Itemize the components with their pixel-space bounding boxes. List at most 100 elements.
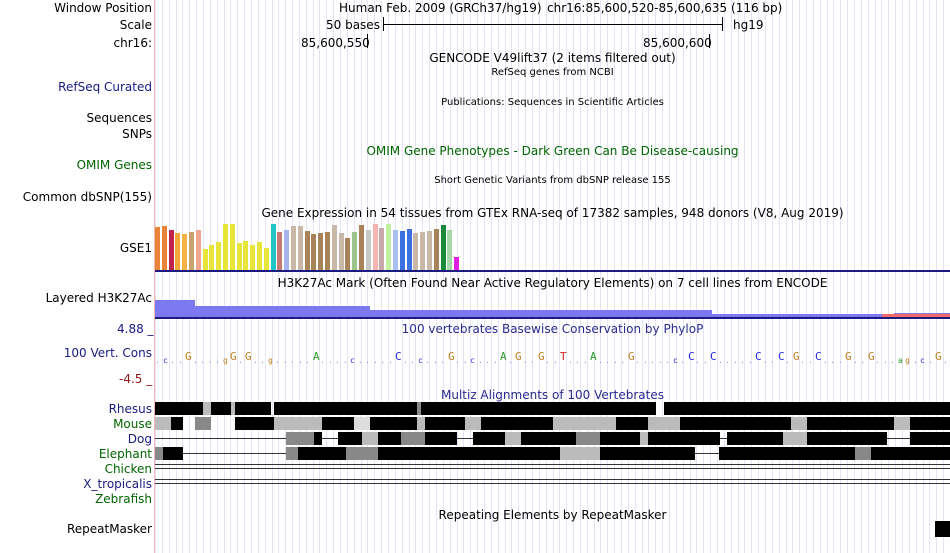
h3k27ac-track-label[interactable]: Layered H3K27Ac bbox=[45, 291, 152, 305]
gtex-tissue-bar[interactable] bbox=[434, 229, 439, 270]
species-label-chicken[interactable]: Chicken bbox=[104, 462, 152, 476]
gtex-tissue-bar[interactable] bbox=[230, 224, 235, 270]
gtex-tissue-bar[interactable] bbox=[291, 226, 296, 270]
gtex-tissue-bar[interactable] bbox=[196, 230, 201, 270]
gtex-tissue-bar[interactable] bbox=[318, 233, 323, 270]
publications-track-title[interactable]: Publications: Sequences in Scientific Ar… bbox=[441, 97, 664, 108]
grid-line bbox=[354, 0, 355, 553]
dbsnp-track-label[interactable]: Common dbSNP(155) bbox=[22, 190, 152, 204]
grid-line bbox=[559, 0, 560, 553]
gtex-tissue-bar[interactable] bbox=[257, 242, 262, 270]
cons-base: c bbox=[163, 356, 168, 365]
gtex-tissue-bar[interactable] bbox=[189, 232, 194, 270]
species-label-x-tropicalis[interactable]: X_tropicalis bbox=[83, 477, 152, 491]
gtex-tissue-bar[interactable] bbox=[447, 230, 452, 270]
grid-line bbox=[587, 0, 588, 553]
gtex-tissue-bar[interactable] bbox=[237, 243, 242, 270]
gtex-tissue-bar[interactable] bbox=[339, 233, 344, 270]
sequences-track-label[interactable]: Sequences bbox=[86, 111, 152, 125]
cons-base: a bbox=[898, 356, 903, 365]
gtex-bar-chart[interactable] bbox=[155, 222, 535, 270]
gtex-tissue-bar[interactable] bbox=[203, 249, 208, 270]
gtex-tissue-bar[interactable] bbox=[277, 232, 282, 270]
gtex-tissue-bar[interactable] bbox=[175, 233, 180, 270]
gtex-tissue-bar[interactable] bbox=[311, 234, 316, 270]
gencode-track-title[interactable]: GENCODE V49lift37 (2 items filtered out) bbox=[429, 51, 676, 65]
gtex-tissue-bar[interactable] bbox=[427, 231, 432, 270]
dbsnp-track-title[interactable]: Short Genetic Variants from dbSNP releas… bbox=[434, 175, 671, 186]
gtex-track-label[interactable]: GSE1 bbox=[119, 241, 152, 255]
repeatmasker-track-title[interactable]: Repeating Elements by RepeatMasker bbox=[438, 508, 667, 522]
gtex-tissue-bar[interactable] bbox=[407, 229, 412, 270]
omim-track-label[interactable]: OMIM Genes bbox=[76, 158, 152, 172]
gtex-tissue-bar[interactable] bbox=[413, 233, 418, 270]
h3k27ac-signal[interactable] bbox=[155, 298, 950, 318]
gtex-tissue-bar[interactable] bbox=[345, 238, 350, 270]
chrom-label: chr16: bbox=[113, 36, 152, 50]
gtex-tissue-bar[interactable] bbox=[325, 232, 330, 270]
gtex-tissue-bar[interactable] bbox=[182, 234, 187, 270]
omim-track-title[interactable]: OMIM Gene Phenotypes - Dark Green Can Be… bbox=[366, 144, 739, 158]
grid-line bbox=[580, 0, 581, 553]
cons-base: C bbox=[755, 350, 762, 363]
cons-base: G bbox=[628, 350, 635, 363]
gtex-tissue-bar[interactable] bbox=[454, 257, 459, 270]
multiz-track-title[interactable]: Multiz Alignments of 100 Vertebrates bbox=[440, 388, 665, 402]
gtex-track-title[interactable]: Gene Expression in 54 tissues from GTEx … bbox=[261, 206, 844, 220]
cons-base: . bbox=[455, 356, 460, 365]
species-label-elephant[interactable]: Elephant bbox=[98, 447, 152, 461]
gtex-tissue-bar[interactable] bbox=[359, 225, 364, 270]
gtex-tissue-bar[interactable] bbox=[379, 228, 384, 270]
grid-line bbox=[265, 0, 266, 553]
snps-track-label[interactable]: SNPs bbox=[122, 127, 152, 141]
species-label-dog[interactable]: Dog bbox=[127, 432, 152, 446]
gtex-tissue-bar[interactable] bbox=[298, 226, 303, 270]
grid-line bbox=[833, 0, 834, 553]
coord-right-tick bbox=[709, 34, 710, 48]
grid-line bbox=[806, 0, 807, 553]
cons-track-title[interactable]: 100 vertebrates Basewise Conservation by… bbox=[401, 322, 704, 336]
repeatmasker-track-label[interactable]: RepeatMasker bbox=[66, 522, 152, 536]
refseq-track-label[interactable]: RefSeq Curated bbox=[58, 80, 152, 94]
gtex-tissue-bar[interactable] bbox=[284, 230, 289, 270]
gtex-tissue-bar[interactable] bbox=[420, 232, 425, 270]
gtex-tissue-bar[interactable] bbox=[393, 230, 398, 270]
cons-base: . bbox=[178, 356, 183, 365]
gtex-tissue-bar[interactable] bbox=[366, 230, 371, 270]
cons-track-label[interactable]: 100 Vert. Cons bbox=[63, 346, 152, 360]
gtex-tissue-bar[interactable] bbox=[209, 245, 214, 270]
gtex-tissue-bar[interactable] bbox=[155, 227, 160, 270]
repeatmasker-element[interactable] bbox=[935, 521, 950, 537]
gtex-tissue-bar[interactable] bbox=[441, 225, 446, 270]
grid-line bbox=[546, 0, 547, 553]
multiz-alignment-blocks[interactable] bbox=[155, 402, 950, 492]
gtex-tissue-bar[interactable] bbox=[332, 225, 337, 270]
gtex-tissue-bar[interactable] bbox=[162, 226, 167, 270]
gtex-tissue-bar[interactable] bbox=[271, 224, 276, 270]
gtex-tissue-bar[interactable] bbox=[264, 248, 269, 270]
cons-base: . bbox=[733, 356, 738, 365]
species-label-mouse[interactable]: Mouse bbox=[113, 417, 152, 431]
gtex-tissue-bar[interactable] bbox=[223, 224, 228, 270]
gtex-tissue-bar[interactable] bbox=[400, 231, 405, 270]
gtex-tissue-bar[interactable] bbox=[250, 245, 255, 270]
gtex-tissue-bar[interactable] bbox=[243, 241, 248, 270]
alignment-block bbox=[600, 447, 695, 460]
refseq-track-title[interactable]: RefSeq genes from NCBI bbox=[491, 67, 614, 78]
cons-base: . bbox=[530, 356, 535, 365]
species-label-rhesus[interactable]: Rhesus bbox=[108, 402, 152, 416]
cons-base: . bbox=[883, 356, 888, 365]
species-label-zebrafish[interactable]: Zebrafish bbox=[95, 492, 152, 506]
gtex-tissue-bar[interactable] bbox=[352, 232, 357, 270]
gtex-tissue-bar[interactable] bbox=[169, 230, 174, 270]
h3k27ac-track-title[interactable]: H3K27Ac Mark (Often Found Near Active Re… bbox=[277, 276, 828, 290]
gtex-tissue-bar[interactable] bbox=[386, 224, 391, 270]
cons-base: G bbox=[868, 350, 875, 363]
cons-base: C bbox=[395, 350, 402, 363]
gtex-tissue-bar[interactable] bbox=[216, 242, 221, 270]
gtex-tissue-bar[interactable] bbox=[373, 224, 378, 270]
h3k27ac-track-rule bbox=[155, 317, 950, 319]
grid-line bbox=[313, 0, 314, 553]
gtex-tissue-bar[interactable] bbox=[305, 231, 310, 270]
